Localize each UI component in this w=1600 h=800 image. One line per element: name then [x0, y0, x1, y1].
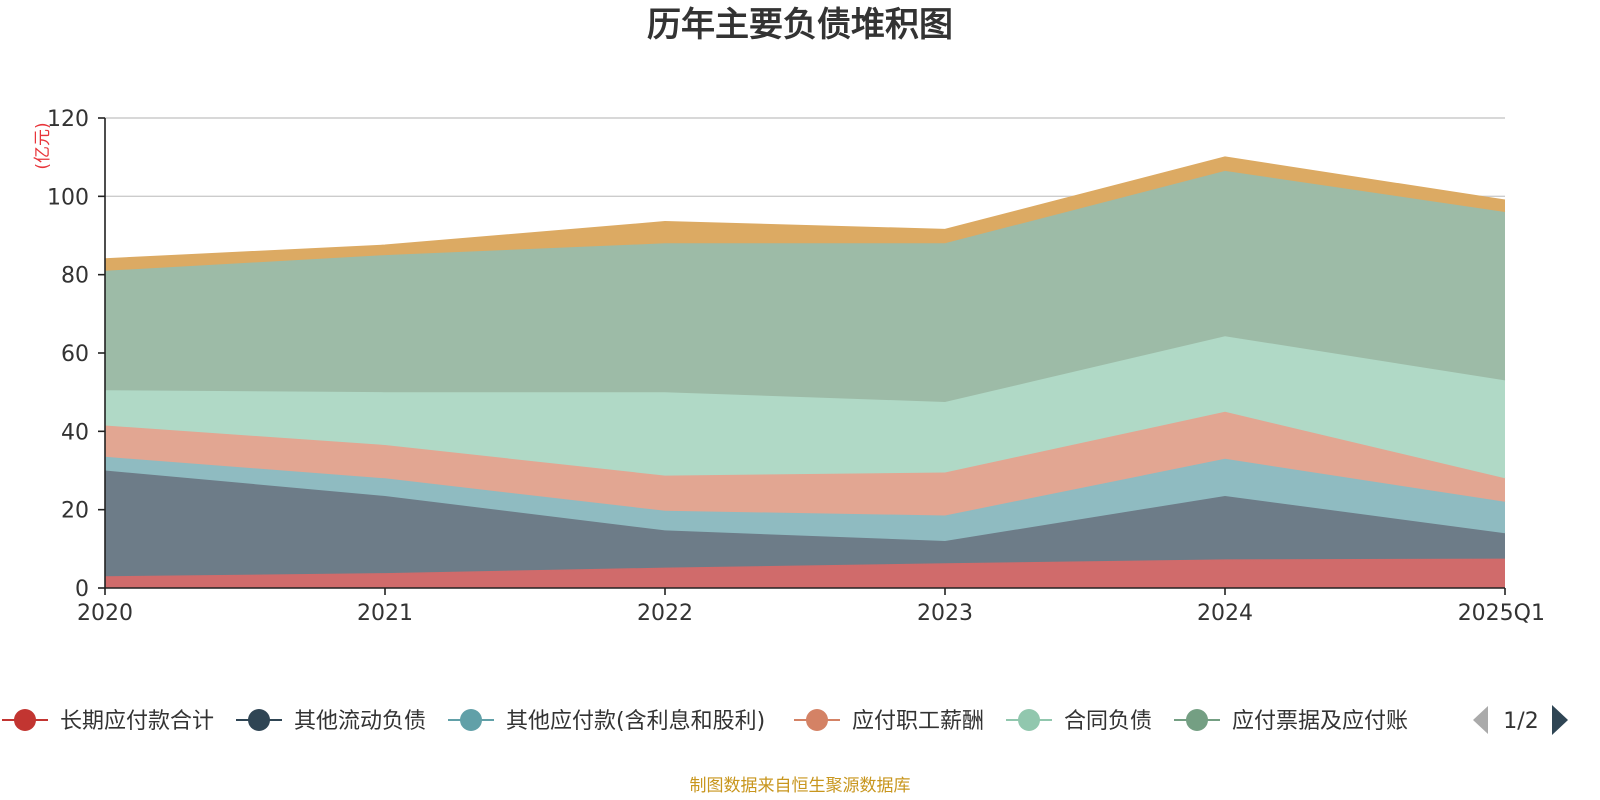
legend-circle-icon — [1018, 709, 1040, 731]
legend-item-2[interactable]: 其他应付款(含利息和股利) — [448, 709, 765, 734]
legend: 长期应付款合计 其他流动负债 其他应付款(含利息和股利) 应付职工薪酬 合同负债 应付票据… — [2, 705, 1568, 735]
area-series-4 — [105, 336, 1505, 479]
legend-circle-icon — [14, 709, 36, 731]
legend-item-0[interactable]: 长期应付款合计 — [2, 709, 214, 734]
y-axis-unit-label: (亿元) — [33, 122, 53, 169]
legend-circle-icon — [806, 709, 828, 731]
legend-item-1[interactable]: 其他流动负债 — [236, 709, 426, 734]
x-tick-label: 2021 — [357, 601, 413, 626]
y-tick-label: 100 — [47, 185, 89, 210]
legend-item-3[interactable]: 应付职工薪酬 — [794, 709, 984, 734]
legend-label: 其他应付款(含利息和股利) — [506, 709, 765, 734]
axis-layer: 2020 2021 2022 2023 2024 2025Q1 — [77, 117, 1545, 626]
pager-prev-icon[interactable] — [1473, 706, 1488, 734]
area-series-1 — [105, 470, 1505, 577]
area-series-0 — [105, 558, 1505, 588]
x-tick-label: 2020 — [77, 601, 133, 626]
y-tick-label: 80 — [61, 264, 89, 289]
area-series-3 — [105, 411, 1505, 516]
legend-item-5[interactable]: 应付票据及应付账 — [1174, 709, 1408, 734]
series-line-6 — [104, 156, 1506, 260]
x-tick-label: 2023 — [917, 601, 973, 626]
y-tick-label: 20 — [61, 499, 89, 524]
x-tick-label: 2022 — [637, 601, 693, 626]
legend-circle-icon — [460, 709, 482, 731]
x-tick-label: 2024 — [1197, 601, 1253, 626]
legend-pager: 1/2 — [1473, 705, 1568, 735]
pager-indicator: 1/2 — [1503, 709, 1538, 734]
y-tick-label: 120 — [47, 107, 89, 132]
y-tick-label: 0 — [75, 577, 89, 602]
area-series-2 — [105, 456, 1505, 541]
chart-title: 历年主要负债堆积图 — [647, 5, 953, 45]
legend-label: 应付票据及应付账 — [1232, 709, 1408, 734]
source-note: 制图数据来自恒生聚源数据库 — [690, 776, 911, 796]
x-tick-label: 2025Q1 — [1458, 601, 1545, 626]
y-tick-label: 60 — [61, 342, 89, 367]
legend-label: 应付职工薪酬 — [852, 709, 984, 734]
area-series-5 — [105, 170, 1505, 402]
y-tick-label: 40 — [61, 420, 89, 445]
legend-label: 合同负债 — [1064, 709, 1152, 734]
legend-label: 其他流动负债 — [294, 709, 426, 734]
legend-label: 长期应付款合计 — [60, 709, 214, 734]
pager-next-icon[interactable] — [1552, 705, 1568, 735]
series-line-2 — [104, 456, 1506, 517]
legend-circle-icon — [1186, 709, 1208, 731]
area-series-6 — [105, 157, 1505, 271]
area-layer — [104, 156, 1506, 588]
legend-item-4[interactable]: 合同负债 — [1006, 709, 1152, 734]
legend-circle-icon — [248, 709, 270, 731]
